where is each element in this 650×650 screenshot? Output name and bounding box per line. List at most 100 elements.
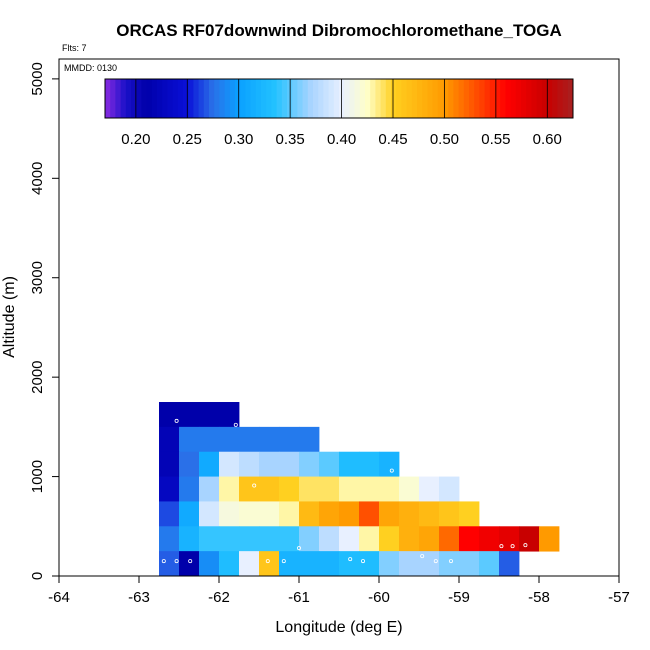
heatmap-cell <box>379 551 400 577</box>
colorbar-segment <box>411 79 418 118</box>
heatmap-cell <box>399 526 420 552</box>
sample-point <box>161 559 166 564</box>
colorbar-tick-label: 0.35 <box>276 131 305 148</box>
colorbar-segment <box>250 79 257 118</box>
colorbar-segment <box>177 79 184 118</box>
colorbar-segment <box>313 79 319 118</box>
colorbar-segment <box>157 79 163 118</box>
heatmap-cell <box>319 551 340 577</box>
heatmap-cell <box>319 526 340 552</box>
colorbar-segment <box>120 79 127 118</box>
x-axis: -64 -63 -62 -61 -60 -59 -58 -57 <box>48 576 630 606</box>
heatmap-cell <box>259 551 280 577</box>
heatmap-cell <box>279 551 300 577</box>
colorbar-segment <box>536 79 543 118</box>
heatmap-cell <box>419 526 440 552</box>
heatmap-cell <box>159 451 180 477</box>
heatmap-cell <box>379 476 400 502</box>
colorbar-segment <box>151 79 158 118</box>
x-tick-label: -63 <box>128 589 150 606</box>
heatmap-cell <box>339 501 360 527</box>
heatmap-cell <box>299 451 320 477</box>
heatmap-cell <box>259 451 280 477</box>
colorbar-segment <box>188 79 194 118</box>
x-axis-label: Longitude (deg E) <box>275 619 402 636</box>
colorbar-segment <box>255 79 262 118</box>
heatmap-cell <box>319 476 340 502</box>
colorbar-segment <box>125 79 132 118</box>
colorbar-segment <box>437 79 444 118</box>
heatmap-cell <box>239 476 260 502</box>
heatmap-cell <box>519 526 540 552</box>
sample-points <box>161 418 528 564</box>
colorbar-segment <box>479 79 486 118</box>
heatmap-cell <box>219 451 240 477</box>
colorbar-segment <box>318 79 324 118</box>
colorbar-segment <box>261 79 267 118</box>
heatmap-cell <box>499 551 520 577</box>
heatmap-cell <box>239 526 260 552</box>
chart-title: ORCAS RF07downwind Dibromochloromethane_… <box>116 21 562 40</box>
heatmap-cell <box>379 451 400 477</box>
x-tick-label: -61 <box>288 589 310 606</box>
colorbar-segment <box>115 79 122 118</box>
colorbar-segment <box>547 79 553 118</box>
heatmap-cell <box>179 402 200 428</box>
heatmap-cell <box>399 501 420 527</box>
sample-point <box>281 559 286 564</box>
sample-point <box>296 546 301 551</box>
colorbar-segment <box>401 79 408 118</box>
colorbar-segment <box>359 79 366 118</box>
heatmap-cell <box>419 501 440 527</box>
heatmap-cell <box>299 426 320 453</box>
heatmap-cell <box>179 551 200 577</box>
colorbar-segment <box>427 79 434 118</box>
heatmap-cell <box>539 526 560 552</box>
heatmap-cell <box>299 526 320 552</box>
colorbar-segment <box>370 79 376 118</box>
y-tick-label: 2000 <box>29 360 46 393</box>
heatmap-cell <box>159 501 180 527</box>
heatmap-cell <box>199 402 220 428</box>
colorbar-segment <box>162 79 168 118</box>
colorbar-segment <box>172 79 179 118</box>
heatmap-cell <box>359 451 380 477</box>
heatmap-cell <box>219 402 240 428</box>
colorbar-segment <box>521 79 527 118</box>
colorbar-tick-label: 0.45 <box>378 131 407 148</box>
heatmap-cell <box>199 451 220 477</box>
sample-point <box>233 422 238 427</box>
colorbar-frame <box>104 78 574 119</box>
colorbar-segment <box>219 79 226 118</box>
sample-point <box>360 559 365 564</box>
sample-point <box>499 544 504 549</box>
y-tick-label: 0 <box>29 572 46 580</box>
heatmap-cell <box>339 551 360 577</box>
heatmap-cell <box>159 476 180 502</box>
sample-point <box>348 557 353 562</box>
colorbar-segment <box>146 79 153 118</box>
colorbar-segment <box>541 79 548 118</box>
heatmap-cell <box>479 551 500 577</box>
plot-frame <box>58 58 620 577</box>
heatmap-cell <box>159 526 180 552</box>
heatmap-cell <box>239 451 260 477</box>
x-tick-label: -64 <box>48 589 70 606</box>
heatmap-cell <box>459 526 480 552</box>
colorbar-segment <box>354 79 361 118</box>
heatmap-cell <box>279 501 300 527</box>
colorbar-segment <box>307 79 314 118</box>
colorbar-segment <box>349 79 356 118</box>
sample-point <box>448 559 453 564</box>
heatmap-cell <box>339 451 360 477</box>
heatmap-cell <box>439 551 460 577</box>
sample-point <box>523 543 528 548</box>
colorbar-segment <box>375 79 382 118</box>
colorbar-segment <box>271 79 278 118</box>
heatmap-cell <box>439 501 460 527</box>
heatmap-cell <box>319 501 340 527</box>
heatmap-cell <box>279 426 300 453</box>
colorbar-segment <box>500 79 506 118</box>
colorbar-tick-label: 0.25 <box>173 131 202 148</box>
heatmap-cell <box>279 476 300 502</box>
